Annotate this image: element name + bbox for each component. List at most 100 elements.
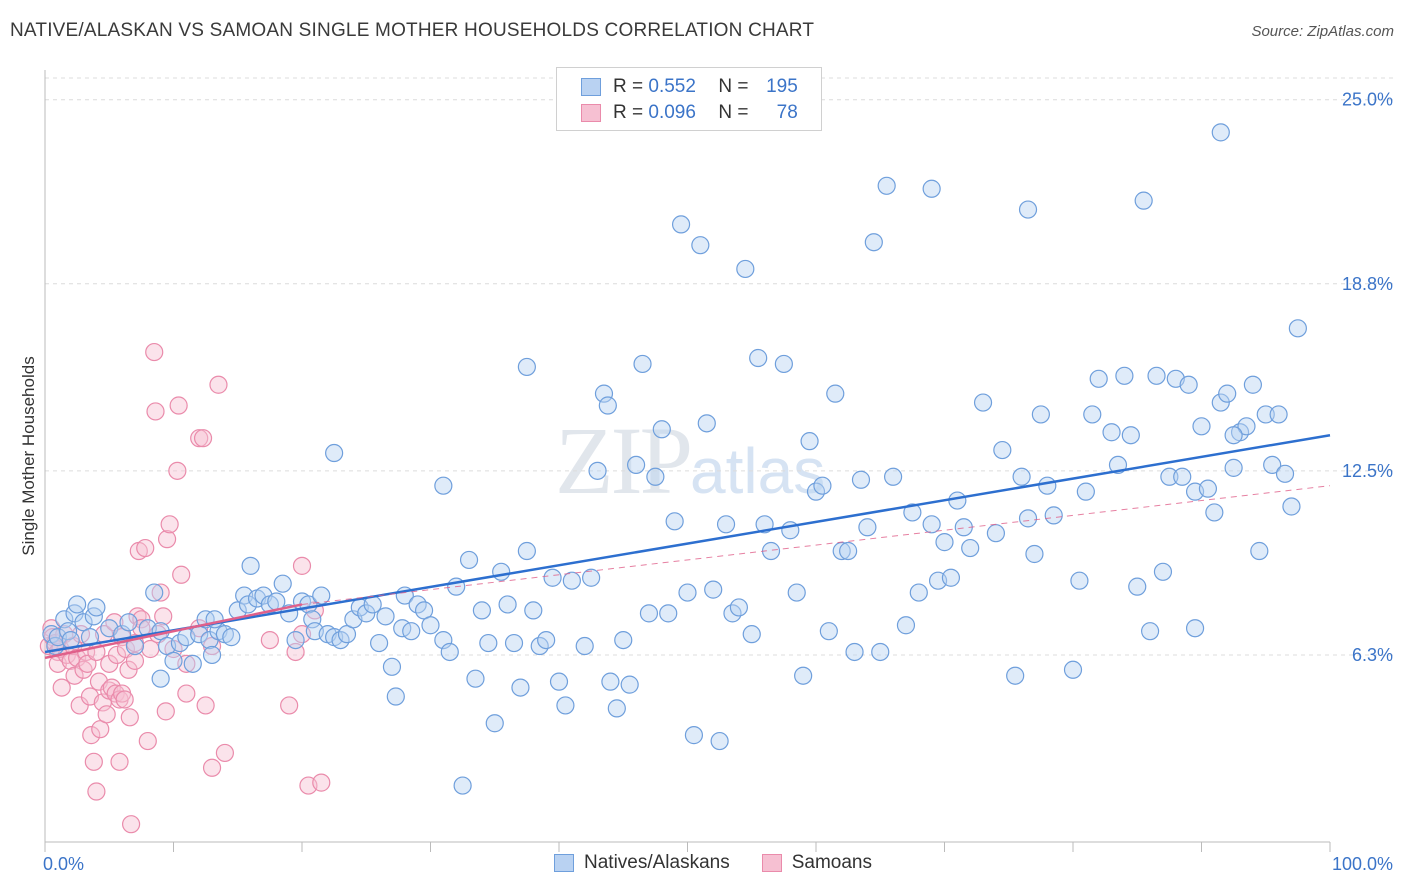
natives-point	[479, 633, 498, 653]
natives-point	[537, 630, 556, 650]
samoans-point	[172, 565, 191, 584]
samoans-point	[107, 645, 127, 665]
legend-r-label: R =	[613, 102, 644, 123]
natives-point	[1256, 405, 1275, 424]
samoans-point	[52, 678, 71, 697]
natives-point	[607, 699, 626, 718]
samoans-point	[292, 556, 312, 575]
y-tick-label: 18.8%	[1342, 274, 1393, 294]
natives-point	[1243, 375, 1263, 394]
natives-points	[42, 123, 1307, 795]
natives-point	[1160, 467, 1179, 486]
natives-point	[68, 595, 87, 614]
natives-point	[909, 583, 928, 602]
natives-point	[1192, 417, 1211, 436]
samoans-point	[156, 702, 175, 721]
legend-r-value: 0.552	[648, 76, 696, 97]
samoans-point	[82, 726, 101, 745]
legend-r-label: R =	[613, 76, 644, 97]
natives-point	[1153, 562, 1173, 581]
series-legend: Natives/Alaskans Samoans	[554, 852, 904, 874]
legend-r-value: 0.096	[648, 102, 696, 123]
natives-point	[459, 550, 479, 570]
legend-item-natives[interactable]: Natives/Alaskans	[554, 852, 730, 874]
natives-point	[562, 571, 581, 590]
natives-point	[286, 630, 305, 650]
samoans-point	[119, 660, 138, 679]
natives-point	[492, 562, 511, 581]
natives-point	[1224, 458, 1243, 477]
samoans-point	[151, 583, 170, 602]
legend-row-natives: R = 0.552 N = 195	[581, 74, 798, 100]
x-tick-label: 0.0%	[43, 854, 84, 874]
natives-point	[787, 583, 806, 602]
samoans-point	[154, 607, 173, 626]
natives-point	[896, 616, 916, 635]
samoans-point	[157, 530, 177, 549]
natives-point	[382, 657, 402, 676]
natives-point	[594, 384, 614, 403]
natives-point	[1025, 544, 1044, 564]
natives-point	[421, 616, 440, 635]
legend-n-value: 78	[776, 102, 798, 123]
samoans-point	[125, 651, 145, 670]
natives-point	[736, 259, 755, 279]
natives-point	[729, 598, 749, 617]
natives-point	[453, 776, 472, 795]
samoans-point	[280, 696, 299, 715]
natives-point	[665, 512, 684, 531]
natives-point	[1018, 509, 1038, 528]
natives-point	[639, 604, 659, 623]
natives-point	[504, 633, 524, 653]
natives-point	[582, 568, 601, 587]
natives-point	[151, 669, 170, 688]
natives-point	[556, 696, 575, 715]
natives-point	[973, 393, 993, 412]
natives-point	[626, 455, 646, 475]
samoans-point	[160, 515, 179, 534]
natives-point	[1275, 464, 1295, 483]
samoans-point	[87, 782, 106, 801]
natives-point	[864, 233, 883, 252]
natives-point	[620, 675, 639, 694]
samoans-point	[196, 696, 215, 715]
natives-point	[800, 432, 819, 451]
samoans-point	[202, 758, 222, 777]
legend-item-samoans[interactable]: Samoans	[761, 852, 872, 874]
natives-point	[941, 568, 961, 587]
trend-lines	[44, 433, 1331, 660]
legend-label-natives: Natives/Alaskans	[584, 852, 730, 873]
natives-point	[440, 642, 459, 662]
natives-point	[1218, 384, 1237, 403]
legend-row-samoans: R = 0.096 N = 78	[581, 100, 798, 126]
legend-swatch-samoans	[761, 854, 782, 872]
natives-point	[598, 396, 617, 415]
samoans-point	[177, 684, 196, 703]
natives-point	[1102, 423, 1121, 442]
natives-point	[524, 601, 543, 620]
natives-point	[1038, 476, 1057, 495]
natives-point	[614, 630, 633, 650]
tick-labels: 6.3% 12.5% 18.8% 25.0% 0.0% 100.0% Single Moth…	[19, 90, 1393, 874]
natives-point	[601, 672, 620, 691]
natives-point	[684, 726, 704, 745]
samoans-point	[190, 429, 209, 448]
y-tick-label: 12.5%	[1342, 461, 1393, 481]
natives-point	[498, 595, 517, 614]
natives-point	[1044, 506, 1063, 525]
natives-point	[659, 604, 678, 623]
natives-point	[241, 556, 260, 575]
natives-point	[1031, 405, 1050, 424]
natives-point	[575, 636, 594, 656]
natives-point	[794, 666, 813, 685]
natives-point	[87, 598, 106, 617]
natives-point	[710, 731, 729, 751]
natives-point	[845, 642, 864, 662]
natives-point	[312, 586, 331, 605]
natives-point	[871, 642, 890, 662]
natives-point	[517, 357, 536, 377]
natives-point	[164, 651, 183, 670]
axes	[44, 70, 1331, 852]
natives-point	[402, 622, 421, 641]
